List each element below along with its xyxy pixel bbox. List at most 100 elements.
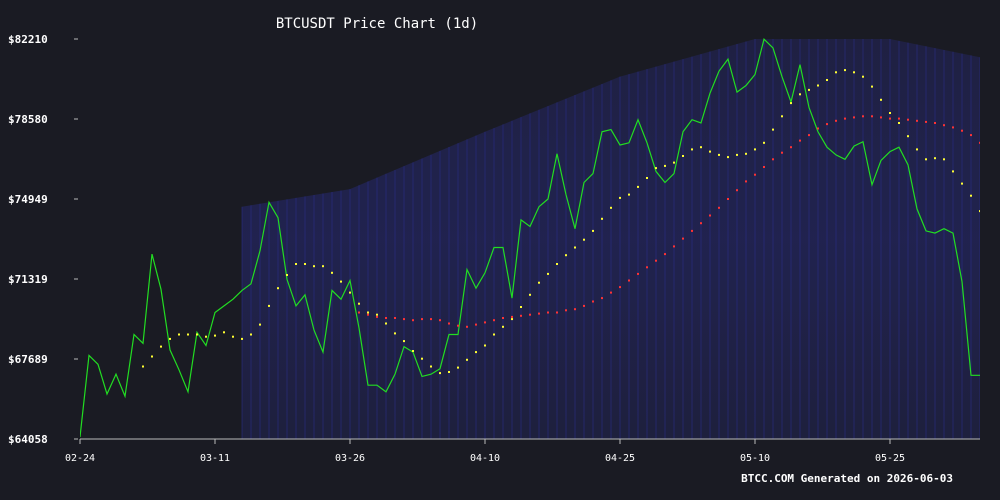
ma_short-point bbox=[691, 148, 693, 151]
ma_long-point bbox=[664, 253, 666, 256]
ma_long-point bbox=[610, 291, 612, 294]
ma_long-point bbox=[889, 117, 891, 120]
ma_long-point bbox=[511, 315, 513, 318]
ma_short-point bbox=[826, 79, 828, 81]
ma_short-point bbox=[331, 271, 333, 274]
axes: $64058 $67689 $71319 $74949 $78580 $82210 02-2… bbox=[8, 33, 980, 464]
ma_long-point bbox=[502, 317, 504, 319]
ma_short-point bbox=[610, 206, 612, 209]
x-tick-label: 03-11 bbox=[200, 453, 230, 464]
ma_short-point bbox=[538, 281, 540, 284]
ma_short-point bbox=[889, 112, 891, 114]
ma_short-point bbox=[322, 265, 324, 268]
x-tick-label: 04-10 bbox=[470, 453, 500, 464]
ma_short-point bbox=[430, 365, 432, 368]
ma_short-point bbox=[376, 313, 378, 316]
ma_short-point bbox=[871, 85, 873, 88]
ma_short-point bbox=[844, 69, 846, 72]
ma_short-point bbox=[304, 263, 306, 265]
ma_short-point bbox=[718, 153, 720, 156]
ma_long-point bbox=[430, 318, 432, 321]
ma_long-point bbox=[673, 245, 675, 248]
ma_long-point bbox=[754, 173, 756, 176]
ma_long-point bbox=[790, 146, 792, 149]
ma_long-point bbox=[727, 198, 729, 200]
x-tick-label: 05-25 bbox=[875, 453, 905, 464]
ma_long-point bbox=[637, 272, 639, 275]
ma_short-point bbox=[664, 164, 666, 167]
ma_short-point bbox=[286, 274, 288, 276]
ma_long-point bbox=[952, 126, 954, 129]
ma_short-point bbox=[601, 217, 603, 220]
ma_short-point bbox=[637, 185, 639, 188]
ma_short-point bbox=[808, 88, 810, 91]
ma_short-point bbox=[394, 332, 396, 335]
ma_long-point bbox=[448, 322, 450, 325]
ma_short-point bbox=[205, 335, 207, 338]
ma_short-point bbox=[232, 335, 234, 338]
ma_long-point bbox=[709, 214, 711, 217]
ma_long-point bbox=[475, 323, 477, 326]
ma_short-point bbox=[682, 155, 684, 157]
ma_long-point bbox=[916, 119, 918, 122]
ma_short-point bbox=[340, 280, 342, 283]
ma_long-point bbox=[421, 318, 423, 321]
chart-footer: BTCC.COM Generated on 2026-06-03 bbox=[741, 472, 953, 485]
ma_long-point bbox=[583, 304, 585, 307]
ma_short-point bbox=[448, 371, 450, 373]
ma_long-point bbox=[403, 318, 405, 321]
ma_short-point bbox=[223, 331, 225, 334]
ma_short-point bbox=[574, 246, 576, 249]
ma_short-point bbox=[772, 128, 774, 131]
ma_short-point bbox=[961, 182, 963, 185]
ma_long-point bbox=[898, 117, 900, 120]
volatility-band bbox=[241, 39, 980, 439]
ma_short-point bbox=[880, 98, 882, 101]
ma_short-point bbox=[646, 177, 648, 179]
ma_long-point bbox=[844, 117, 846, 120]
ma_short-point bbox=[547, 272, 549, 275]
ma_long-point bbox=[907, 118, 909, 121]
ma_long-point bbox=[529, 313, 531, 316]
ma_long-point bbox=[763, 166, 765, 168]
ma_long-point bbox=[655, 259, 657, 262]
ma_short-point bbox=[475, 351, 477, 354]
ma_short-point bbox=[673, 161, 675, 164]
ma_long-point bbox=[367, 313, 369, 316]
ma_short-point bbox=[727, 156, 729, 159]
x-tick-label: 04-25 bbox=[605, 453, 635, 464]
ma_long-point bbox=[601, 297, 603, 300]
ma_short-point bbox=[160, 345, 162, 348]
x-tick-label: 02-24 bbox=[65, 453, 95, 464]
ma_short-point bbox=[556, 263, 558, 265]
ma_long-point bbox=[358, 311, 360, 314]
ma_short-point bbox=[178, 333, 180, 336]
ma_short-point bbox=[466, 358, 468, 361]
series bbox=[80, 38, 980, 438]
ma_short-point bbox=[295, 263, 297, 265]
ma_long-point bbox=[826, 123, 828, 126]
ma_short-point bbox=[565, 254, 567, 257]
ma_short-point bbox=[502, 325, 504, 328]
ma_short-point bbox=[655, 167, 657, 170]
ma_short-point bbox=[853, 71, 855, 74]
ma_short-point bbox=[439, 372, 441, 375]
ma_short-point bbox=[349, 291, 351, 294]
ma_short-point bbox=[214, 334, 216, 337]
ma_long-point bbox=[682, 237, 684, 240]
ma_short-point bbox=[952, 170, 954, 173]
ma_long-point bbox=[853, 116, 855, 119]
ma_long-point bbox=[925, 120, 927, 123]
ma_long-point bbox=[619, 286, 621, 289]
ma_long-point bbox=[970, 134, 972, 137]
ma_short-point bbox=[619, 196, 621, 199]
ma_short-point bbox=[799, 93, 801, 96]
ma_long-point bbox=[961, 129, 963, 132]
ma_short-point bbox=[790, 102, 792, 105]
ma_long-point bbox=[979, 141, 980, 144]
ma_long-point bbox=[718, 206, 720, 209]
ma_short-point bbox=[583, 238, 585, 241]
ma_short-point bbox=[187, 333, 189, 336]
ma_short-point bbox=[709, 150, 711, 153]
ma_long-point bbox=[439, 319, 441, 322]
